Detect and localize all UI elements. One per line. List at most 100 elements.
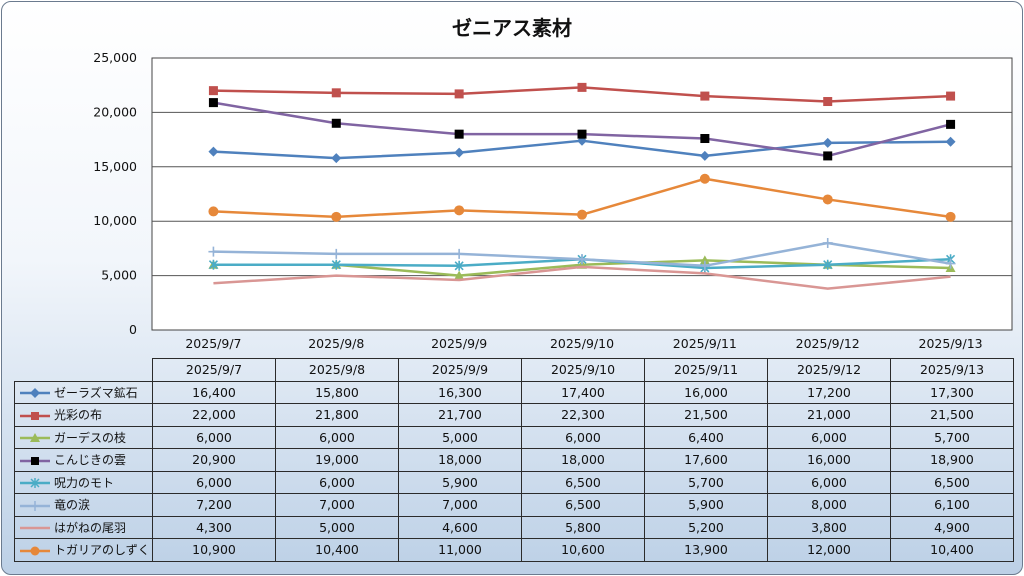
table-header-cell: 2025/9/11 — [644, 358, 768, 382]
x-tick-label: 2025/9/8 — [308, 336, 364, 351]
table-value-cell: 5,700 — [890, 425, 1014, 449]
table-value-cell: 18,900 — [890, 448, 1014, 472]
table-header-row: 2025/9/7 2025/9/8 2025/9/9 2025/9/10 2025/9/… — [14, 358, 1014, 382]
table-value-cell: 21,500 — [644, 403, 768, 427]
table-header-cell: 2025/9/10 — [521, 358, 645, 382]
table-value-cell: 4,300 — [152, 515, 276, 539]
series-name-cell: 呪力のモト — [14, 470, 153, 494]
table-value-cell: 6,000 — [152, 425, 276, 449]
series-name: 光彩の布 — [54, 408, 103, 423]
series-name-cell: ガーデスの枝 — [14, 425, 153, 449]
series-line — [213, 265, 951, 290]
legend-key-icon — [20, 433, 50, 443]
data-point — [823, 151, 833, 161]
table-value-cell: 5,900 — [398, 470, 522, 494]
table-header-cell: 2025/9/13 — [890, 358, 1014, 382]
data-point — [577, 129, 587, 139]
table-value-cell: 5,200 — [644, 515, 768, 539]
data-point — [331, 88, 341, 98]
table-value-cell: 6,000 — [152, 470, 276, 494]
series-name: ゼーラズマ鉱石 — [54, 385, 138, 400]
legend-key-icon — [20, 478, 50, 489]
table-value-cell: 17,200 — [767, 380, 891, 404]
data-point — [945, 211, 956, 222]
data-point — [946, 91, 956, 101]
table-corner — [14, 358, 153, 382]
table-value-cell: 6,000 — [275, 425, 399, 449]
data-point — [454, 205, 465, 216]
x-tick-label: 2025/9/9 — [431, 336, 487, 351]
data-point — [331, 248, 342, 259]
data-point — [208, 86, 218, 96]
table-value-cell: 16,400 — [152, 380, 276, 404]
table-value-cell: 8,000 — [767, 493, 891, 517]
table-value-cell: 16,000 — [767, 448, 891, 472]
data-point — [699, 255, 710, 265]
table-value-cell: 7,000 — [275, 493, 399, 517]
data-point — [331, 211, 342, 222]
table-row: はがねの尾羽 4,300 5,000 4,600 5,800 5,200 3,800 4,90… — [14, 515, 1014, 539]
table-row: 呪力のモト 6,000 6,000 5,900 6,500 5,700 6,000 6,500 — [14, 470, 1014, 494]
series-name-cell: こんじきの雲 — [14, 448, 153, 472]
series-name: トガリアのしずく — [54, 543, 150, 558]
legend-key-icon — [20, 500, 50, 511]
table-value-cell: 18,000 — [521, 448, 645, 472]
table-value-cell: 5,800 — [521, 515, 645, 539]
table-value-cell: 17,300 — [890, 380, 1014, 404]
data-point — [577, 82, 587, 92]
table-value-cell: 6,000 — [767, 425, 891, 449]
table-value-cell: 17,600 — [644, 448, 768, 472]
table-row: こんじきの雲 20,900 19,000 18,000 18,000 17,600 16,0… — [14, 448, 1014, 472]
data-point — [577, 209, 587, 220]
table-value-cell: 16,000 — [644, 380, 768, 404]
x-tick-label: 2025/9/7 — [185, 336, 241, 351]
data-point — [699, 173, 710, 184]
data-table: 2025/9/7 2025/9/8 2025/9/9 2025/9/10 2025/9/… — [14, 358, 1014, 562]
data-point — [699, 260, 710, 271]
legend-key-icon — [20, 546, 50, 556]
series-name: 竜の涙 — [54, 498, 91, 513]
data-point — [454, 270, 465, 280]
data-point — [946, 119, 956, 129]
x-tick-label: 2025/9/12 — [796, 336, 860, 351]
data-point — [699, 150, 710, 161]
series-name: はがねの尾羽 — [54, 520, 127, 535]
table-value-cell: 21,000 — [767, 403, 891, 427]
table-value-cell: 11,000 — [398, 538, 522, 562]
y-tick-label: 25,000 — [93, 50, 137, 65]
table-value-cell: 6,000 — [521, 425, 645, 449]
y-tick-label: 20,000 — [93, 104, 137, 119]
table-value-cell: 21,500 — [890, 403, 1014, 427]
table-value-cell: 10,600 — [521, 538, 645, 562]
data-point — [822, 137, 833, 148]
data-point — [208, 98, 218, 108]
data-point — [331, 259, 341, 270]
data-point — [823, 97, 833, 107]
table-value-cell: 19,000 — [275, 448, 399, 472]
table-value-cell: 15,800 — [275, 380, 399, 404]
series-name: こんじきの雲 — [54, 453, 127, 468]
series-name: 呪力のモト — [54, 475, 115, 490]
table-value-cell: 5,000 — [275, 515, 399, 539]
legend-key-icon — [20, 527, 50, 530]
legend-key-icon — [20, 411, 50, 420]
table-value-cell: 10,900 — [152, 538, 276, 562]
table-row: ゼーラズマ鉱石 16,400 15,800 16,300 17,400 16,000 17,… — [14, 380, 1014, 404]
table-header-cell: 2025/9/9 — [398, 358, 522, 382]
series-name-cell: トガリアのしずく — [14, 538, 153, 562]
data-point — [823, 259, 833, 270]
data-point — [700, 134, 710, 144]
data-point — [454, 260, 464, 271]
table-value-cell: 17,400 — [521, 380, 645, 404]
table-value-cell: 12,000 — [767, 538, 891, 562]
table-value-cell: 4,900 — [890, 515, 1014, 539]
table-value-cell: 22,300 — [521, 403, 645, 427]
line-chart: 0 5,000 10,000 15,000 20,000 25,000 2025/9/7 20… — [93, 50, 1013, 351]
data-point — [208, 259, 218, 270]
table-value-cell: 16,300 — [398, 380, 522, 404]
table-value-cell: 6,400 — [644, 425, 768, 449]
table-value-cell: 10,400 — [275, 538, 399, 562]
data-point — [331, 153, 342, 164]
table-row: ガーデスの枝 6,000 6,000 5,000 6,000 6,400 6,000 5,70… — [14, 425, 1014, 449]
x-tick-label: 2025/9/13 — [919, 336, 983, 351]
